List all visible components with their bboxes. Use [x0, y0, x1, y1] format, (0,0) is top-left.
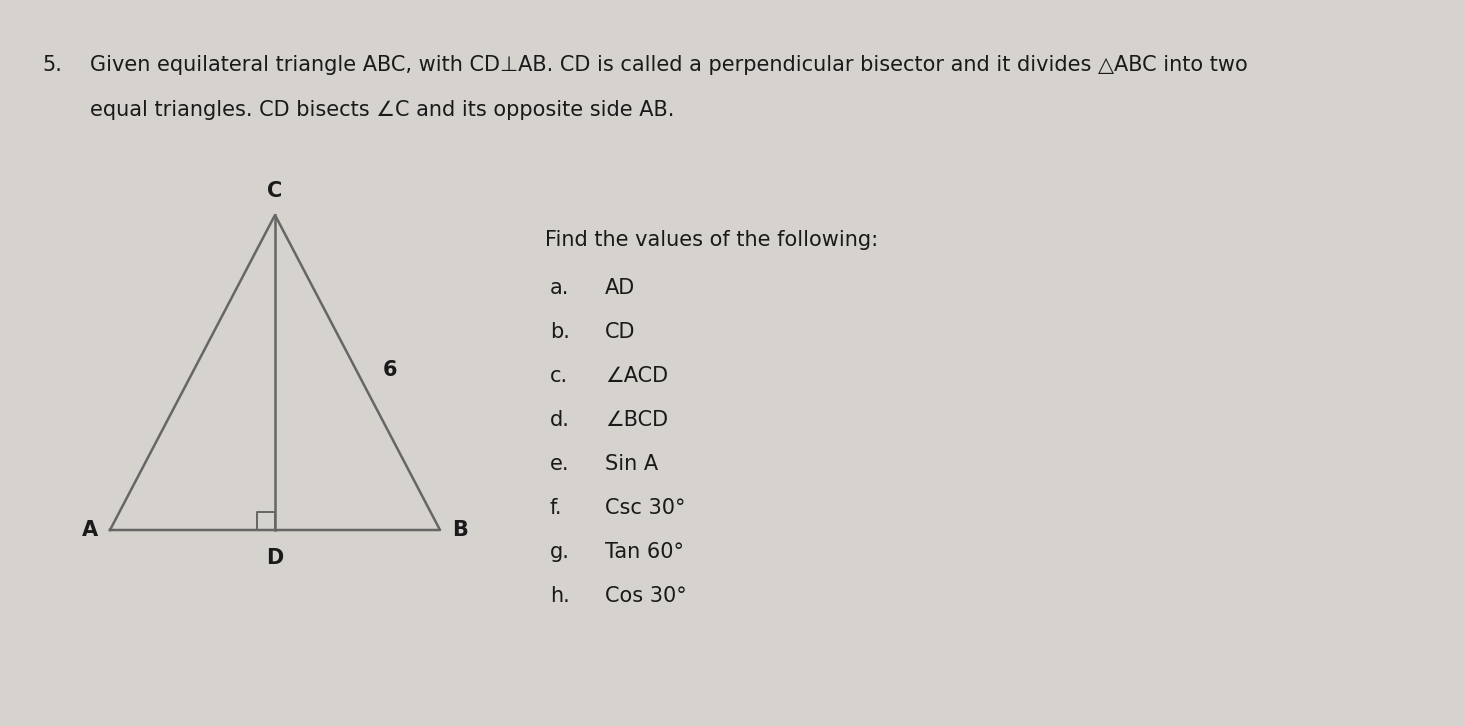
Text: 6: 6: [382, 360, 397, 380]
Text: Cos 30°: Cos 30°: [605, 586, 687, 606]
Text: c.: c.: [549, 366, 568, 386]
Text: B: B: [453, 520, 467, 540]
Text: b.: b.: [549, 322, 570, 342]
Text: 5.: 5.: [42, 55, 62, 75]
Text: equal triangles. CD bisects ∠C and its opposite side AB.: equal triangles. CD bisects ∠C and its o…: [89, 100, 674, 120]
Text: a.: a.: [549, 278, 570, 298]
Text: A: A: [82, 520, 98, 540]
Text: g.: g.: [549, 542, 570, 562]
Text: Find the values of the following:: Find the values of the following:: [545, 230, 878, 250]
Text: Sin A: Sin A: [605, 454, 658, 474]
Text: h.: h.: [549, 586, 570, 606]
Text: CD: CD: [605, 322, 636, 342]
Text: AD: AD: [605, 278, 636, 298]
Text: Tan 60°: Tan 60°: [605, 542, 684, 562]
Text: Given equilateral triangle ABC, with CD⊥AB. CD is called a perpendicular bisecto: Given equilateral triangle ABC, with CD⊥…: [89, 55, 1248, 75]
Text: ∠BCD: ∠BCD: [605, 410, 668, 430]
Text: Csc 30°: Csc 30°: [605, 498, 686, 518]
Text: D: D: [267, 548, 284, 568]
Text: ∠ACD: ∠ACD: [605, 366, 668, 386]
Text: e.: e.: [549, 454, 570, 474]
Text: d.: d.: [549, 410, 570, 430]
Text: f.: f.: [549, 498, 563, 518]
Text: C: C: [268, 181, 283, 201]
